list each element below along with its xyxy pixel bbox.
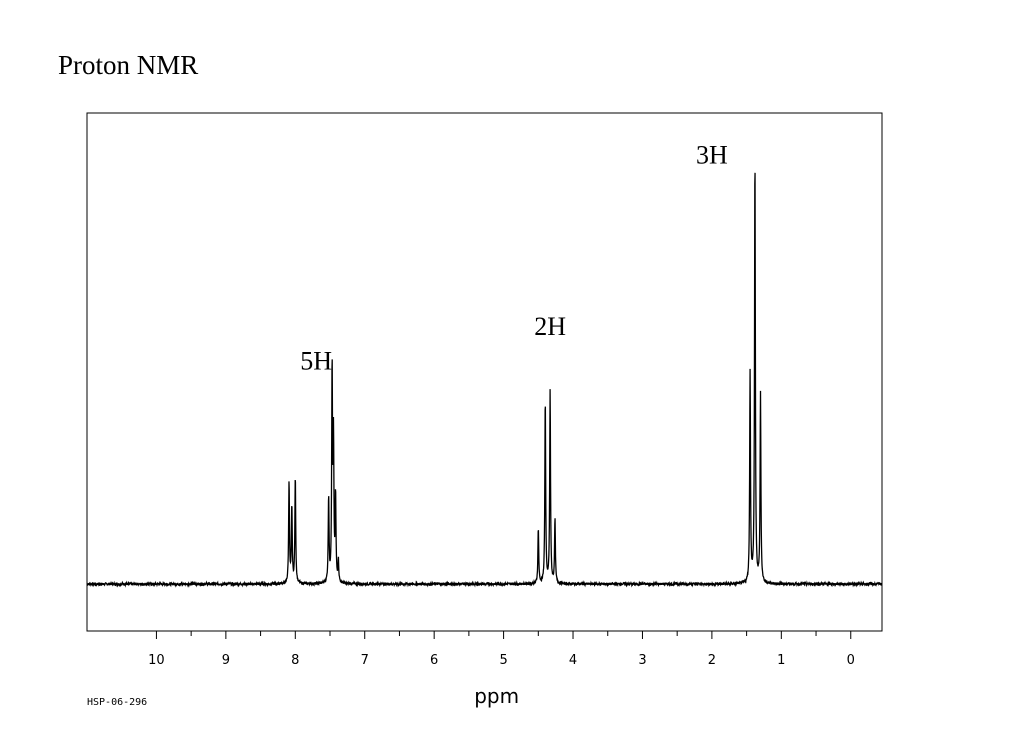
plot-frame (86, 112, 883, 632)
x-tick-label: 4 (569, 653, 577, 668)
x-tick-label: 3 (638, 653, 646, 668)
spectrum-trace (86, 172, 883, 588)
integration-label: 5H (300, 347, 332, 376)
x-axis-ticks: 10 9 8 7 6 5 4 3 2 1 0 (148, 631, 855, 668)
x-tick-label: 9 (222, 653, 230, 668)
x-tick-label: 6 (430, 653, 438, 668)
x-tick-label: 1 (777, 653, 785, 668)
x-tick-label: 2 (708, 653, 716, 668)
x-tick-label: 7 (361, 653, 369, 668)
spectrum-id-label: HSP-06-296 (87, 697, 147, 708)
page-title: Proton NMR (58, 50, 199, 80)
x-tick-label: 5 (499, 653, 507, 668)
x-tick-label: 10 (148, 653, 165, 668)
integration-label: 2H (534, 312, 566, 341)
x-tick-label: 8 (291, 653, 299, 668)
x-axis-label: ppm (474, 684, 519, 708)
integration-label: 3H (696, 141, 728, 170)
spectrum-line (86, 172, 883, 588)
integration-labels: 5H 2H 3H (300, 141, 728, 376)
x-tick-label: 0 (847, 653, 855, 668)
